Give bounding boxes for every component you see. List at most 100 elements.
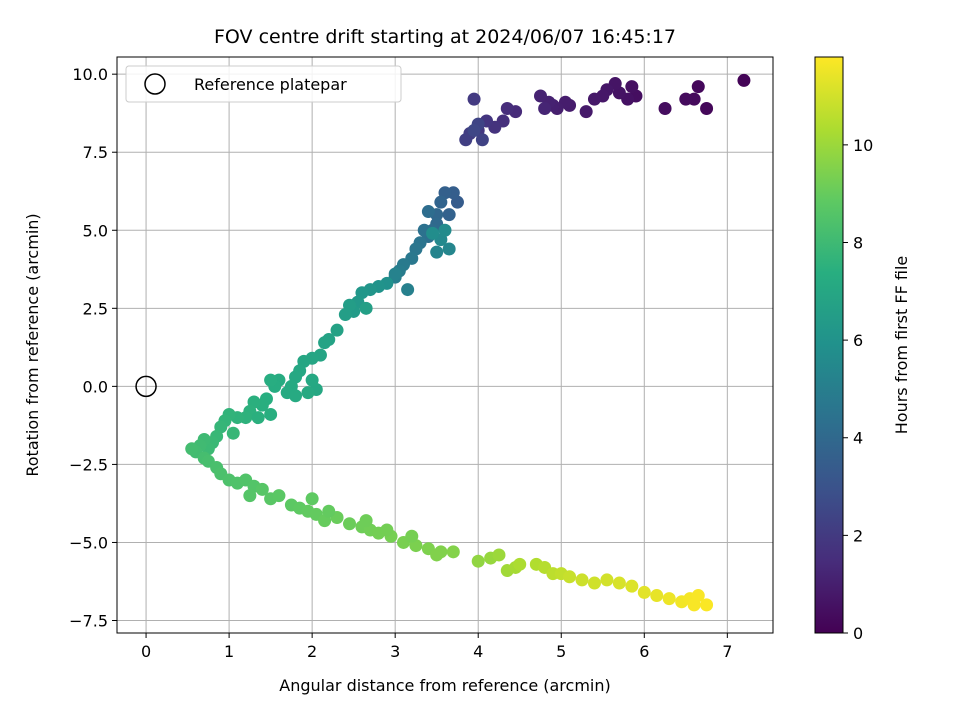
y-tick-label: 2.5 [83,299,108,318]
data-point [430,548,444,562]
y-tick-label: 7.5 [83,143,108,162]
data-point [264,407,278,421]
data-point [700,102,714,116]
plot-area [116,56,774,634]
chart-title: FOV centre drift starting at 2024/06/07 … [214,26,676,48]
data-point [380,523,394,537]
x-tick-label: 0 [141,642,151,661]
data-point [662,592,676,606]
data-point [343,517,357,531]
x-tick-label: 5 [556,642,566,661]
data-point [737,73,751,87]
data-point [272,489,286,503]
data-point [538,102,552,116]
data-point [438,223,452,237]
data-point [322,504,336,518]
data-point [691,80,705,94]
x-tick-label: 3 [390,642,400,661]
colorbar-gradient [814,56,844,634]
y-tick-label: −5.0 [69,533,108,552]
x-tick-label: 2 [307,642,317,661]
data-point [305,492,319,506]
plot-background [117,57,773,633]
data-point [330,323,344,337]
data-point [405,529,419,543]
data-point [587,92,601,106]
data-point [243,489,257,503]
y-tick-label: 5.0 [83,221,108,240]
legend-entry-reference-platepar: Reference platepar [194,75,347,94]
data-point [500,102,514,116]
colorbar: 0 2 4 6 8 10 Hours from first FF file [814,56,911,643]
data-point [446,545,460,559]
y-tick-label: 0.0 [83,377,108,396]
plot-frame [116,56,774,634]
colorbar-tick-label: 4 [853,429,863,448]
data-point [658,102,672,116]
y-axis-ticks: −7.5 −5.0 −2.5 0.0 2.5 5.0 7.5 10.0 [69,65,117,631]
x-tick-label: 7 [722,642,732,661]
data-point [563,570,577,584]
colorbar-tick-label: 10 [853,136,873,155]
x-tick-label: 1 [224,642,234,661]
x-axis-label: Angular distance from reference (arcmin) [279,676,610,695]
y-axis-label: Rotation from reference (arcmin) [23,213,42,476]
data-point [426,226,440,240]
data-point [401,283,415,297]
data-point [625,80,639,94]
x-tick-label: 4 [473,642,483,661]
colorbar-ticks: 0 2 4 6 8 10 [843,136,873,643]
data-point [459,133,473,147]
colorbar-tick-label: 0 [853,624,863,643]
data-point [442,242,456,256]
data-point [679,92,693,106]
data-point [579,105,593,119]
data-point [434,195,448,209]
data-point [471,554,485,568]
data-point [467,123,481,137]
data-point [475,133,489,147]
data-point [637,585,651,599]
x-tick-label: 6 [639,642,649,661]
data-point [185,442,199,456]
colorbar-tick-label: 8 [853,233,863,252]
legend-box [125,65,402,103]
legend: Reference platepar [125,65,402,103]
data-point [359,301,373,315]
data-point [700,598,714,612]
data-point [338,308,352,322]
data-point [264,373,278,387]
data-point [650,589,664,603]
data-point [251,411,265,425]
data-point [255,482,269,496]
data-point [388,267,402,281]
data-point [467,92,481,106]
data-point [691,589,705,603]
data-point [492,548,506,562]
colorbar-tick-label: 2 [853,526,863,545]
y-tick-label: −2.5 [69,455,108,474]
legend-reference-marker [144,73,166,95]
colorbar-tick-label: 6 [853,331,863,350]
data-point [226,426,240,440]
data-point [430,245,444,259]
data-point [289,389,303,403]
colorbar-label: Hours from first FF file [892,256,911,435]
data-point [421,205,435,219]
data-point [359,514,373,528]
data-point [301,386,315,400]
x-axis-ticks: 0 1 2 3 4 5 6 7 [141,633,732,661]
data-point [533,89,547,103]
data-point [442,208,456,222]
data-point [513,557,527,571]
data-point [587,576,601,590]
scatter-points [185,73,751,612]
y-tick-label: −7.5 [69,612,108,631]
reference-platepar-marker [135,375,157,398]
data-point [625,579,639,593]
data-point [318,336,332,350]
data-point [305,373,319,387]
data-point [575,573,589,587]
data-point [600,573,614,587]
